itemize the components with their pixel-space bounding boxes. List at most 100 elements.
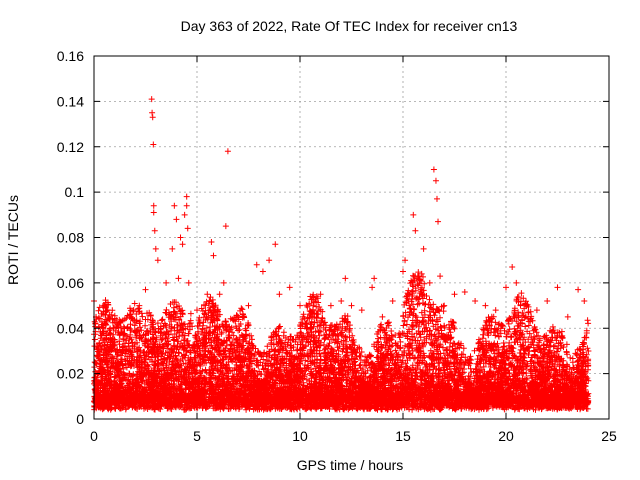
data-point xyxy=(194,307,200,314)
data-point xyxy=(286,284,293,291)
dense-point-cloud xyxy=(91,269,592,413)
data-point xyxy=(575,286,582,293)
data-point xyxy=(183,202,190,209)
data-point xyxy=(369,284,376,291)
data-point xyxy=(585,347,592,354)
axis-ticks xyxy=(93,55,610,420)
data-point xyxy=(327,302,334,309)
y-tick-label: 0.12 xyxy=(57,139,84,155)
data-point xyxy=(410,211,417,218)
data-point xyxy=(544,298,551,305)
data-point xyxy=(533,307,540,314)
data-point xyxy=(472,298,479,305)
data-point xyxy=(149,109,156,116)
x-tick-label: 0 xyxy=(90,428,98,444)
data-point xyxy=(136,302,143,309)
x-tick-label: 10 xyxy=(292,428,308,444)
data-point xyxy=(400,268,406,275)
data-point xyxy=(253,261,260,268)
data-point xyxy=(461,288,468,295)
data-point xyxy=(492,307,499,314)
data-point xyxy=(379,313,386,320)
y-tick-label: 0.16 xyxy=(57,48,84,64)
data-point xyxy=(266,257,273,264)
data-point xyxy=(513,279,520,286)
chart-title: Day 363 of 2022, Rate Of TEC Index for r… xyxy=(181,18,518,34)
data-point xyxy=(220,279,227,286)
data-point xyxy=(210,252,217,259)
data-point xyxy=(509,263,516,270)
data-point xyxy=(272,241,279,248)
data-point xyxy=(171,202,178,209)
dense-data-band xyxy=(91,269,592,413)
data-point xyxy=(430,166,437,173)
data-point xyxy=(451,291,458,298)
data-point xyxy=(432,177,439,184)
data-point xyxy=(150,141,157,148)
y-tick-label: 0.06 xyxy=(57,275,84,291)
data-point xyxy=(173,216,180,223)
data-point xyxy=(183,193,190,200)
data-point xyxy=(216,291,223,298)
data-point xyxy=(149,114,156,121)
data-point xyxy=(402,257,409,264)
data-point xyxy=(435,218,442,225)
data-point xyxy=(185,279,192,286)
data-point xyxy=(482,302,489,309)
data-point xyxy=(204,291,211,298)
data-point xyxy=(564,313,571,320)
data-point xyxy=(142,286,149,293)
data-point xyxy=(554,284,561,291)
data-points xyxy=(91,96,592,366)
data-point xyxy=(342,275,349,282)
data-point xyxy=(441,302,448,309)
data-point xyxy=(208,239,215,246)
data-point xyxy=(150,209,157,216)
data-point xyxy=(307,293,314,300)
data-point xyxy=(151,227,158,234)
data-point xyxy=(181,211,188,218)
data-point xyxy=(503,284,509,291)
data-point xyxy=(412,227,419,234)
data-point xyxy=(276,291,283,298)
data-point xyxy=(224,148,231,155)
data-point xyxy=(154,257,161,264)
x-tick-label: 5 xyxy=(193,428,201,444)
data-point xyxy=(152,245,159,252)
data-point xyxy=(581,298,588,305)
data-point xyxy=(416,279,423,286)
data-point xyxy=(317,291,324,298)
x-tick-label: 25 xyxy=(601,428,617,444)
data-point xyxy=(222,223,229,230)
data-point xyxy=(297,302,303,309)
data-point xyxy=(177,234,184,241)
data-point xyxy=(348,302,355,309)
data-point xyxy=(175,275,182,282)
data-point xyxy=(235,313,242,320)
data-point xyxy=(169,245,176,252)
x-tick-label: 15 xyxy=(395,428,411,444)
data-point xyxy=(148,96,155,103)
data-point xyxy=(338,298,345,305)
y-tick-label: 0.14 xyxy=(57,93,84,109)
data-point xyxy=(437,273,444,280)
y-tick-label: 0.02 xyxy=(57,366,84,382)
tick-labels: 0 5 10 15 20 25 0 0.02 0.04 0.06 0.08 0.1 0.12 0.14 0.… xyxy=(57,48,617,444)
data-point xyxy=(150,202,157,209)
data-point xyxy=(371,275,378,282)
x-tick-label: 20 xyxy=(498,428,514,444)
y-axis-label: ROTI / TECUs xyxy=(5,195,21,285)
data-point xyxy=(420,245,427,252)
data-point xyxy=(523,302,530,309)
x-axis-label: GPS time / hours xyxy=(297,457,404,473)
data-point xyxy=(117,318,124,325)
data-point xyxy=(97,347,104,354)
data-point xyxy=(179,241,186,248)
data-point xyxy=(389,298,396,305)
data-point xyxy=(433,195,440,202)
y-tick-label: 0.1 xyxy=(65,184,85,200)
data-point xyxy=(426,279,433,286)
y-tick-label: 0 xyxy=(76,411,84,427)
data-point xyxy=(245,302,252,309)
